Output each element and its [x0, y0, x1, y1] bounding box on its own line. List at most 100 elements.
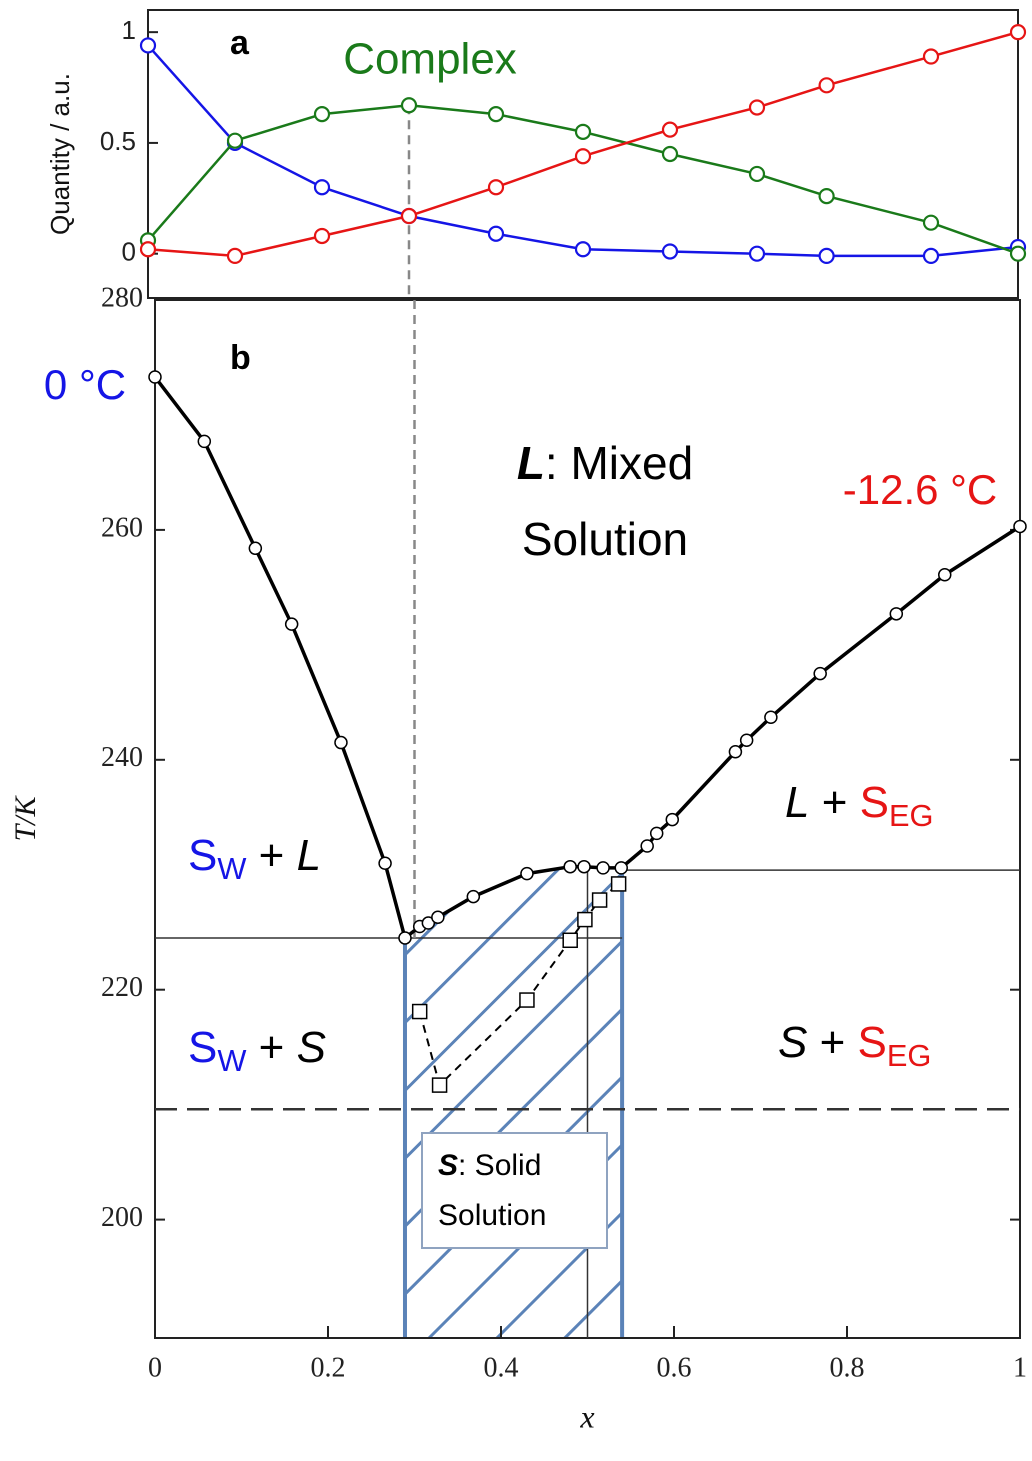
y-axis-label: Quantity / a.u.	[45, 73, 75, 235]
data-point	[313, 227, 331, 245]
annotation: L: Mixed	[517, 437, 693, 489]
data-point	[574, 123, 592, 140]
y-tick-label: 240	[101, 742, 143, 773]
data-point	[411, 1003, 428, 1020]
annotation-text: Solution	[522, 513, 688, 565]
annotation: L + SEG	[785, 778, 934, 834]
data-point	[748, 165, 766, 183]
data-point	[431, 910, 445, 925]
data-point	[922, 48, 940, 65]
data-point	[661, 121, 679, 138]
annotation: -12.6 °C	[843, 466, 998, 513]
data-point	[378, 856, 392, 871]
annotation-text: L	[785, 778, 809, 827]
data-point	[614, 861, 628, 875]
data-point	[596, 861, 610, 875]
data-point	[813, 666, 827, 681]
data-point	[487, 225, 505, 242]
data-point	[1009, 24, 1027, 41]
annotation-text: S	[858, 1018, 887, 1067]
data-point	[313, 106, 331, 123]
annotation-text: EG	[887, 1038, 932, 1073]
annotation-text: +	[246, 831, 296, 880]
data-point	[1009, 245, 1027, 262]
x-tick-label: 0	[148, 1352, 162, 1383]
data-point	[889, 607, 904, 621]
x-tick-label: 1	[1013, 1352, 1027, 1383]
y-tick-label: 1	[122, 15, 136, 45]
annotation-text: S	[778, 1018, 807, 1067]
data-point	[577, 859, 591, 874]
data-point	[1013, 519, 1027, 534]
annotation-box	[421, 1132, 608, 1249]
data-point	[466, 889, 481, 904]
annotation: S: Solid	[438, 1149, 541, 1182]
x-tick-label: 0.2	[311, 1352, 346, 1383]
data-point	[574, 241, 592, 258]
data-point	[400, 207, 418, 225]
data-point	[574, 148, 592, 165]
annotation-text: S	[188, 1023, 217, 1072]
annotation: SW + L	[188, 831, 321, 887]
data-point	[937, 567, 952, 582]
data-point	[739, 733, 754, 748]
data-point	[922, 214, 940, 231]
data-point	[519, 992, 535, 1008]
annotation: b	[230, 339, 251, 377]
annotation-text: EG	[889, 798, 934, 833]
data-point	[818, 187, 835, 205]
data-point	[487, 179, 505, 196]
data-point	[748, 99, 766, 116]
data-point	[139, 37, 157, 54]
data-point	[591, 892, 608, 908]
data-point	[748, 245, 766, 262]
y-tick-label: 280	[101, 282, 143, 313]
data-point	[139, 241, 157, 258]
series-line	[147, 30, 1019, 258]
data-point	[728, 745, 743, 759]
data-point	[400, 97, 418, 114]
data-point	[248, 541, 263, 556]
data-point	[818, 247, 835, 265]
data-point	[487, 106, 505, 123]
data-point	[649, 826, 664, 841]
y-tick-label: 0.5	[100, 126, 136, 156]
data-point	[334, 735, 348, 750]
data-point	[226, 132, 244, 149]
annotation-text: L	[297, 831, 321, 880]
annotation-text: Solution	[438, 1199, 546, 1232]
annotation: 0 °C	[44, 361, 126, 408]
annotation-text: a	[230, 24, 250, 62]
annotation-text: 0 °C	[44, 361, 126, 408]
annotation: Solution	[522, 513, 688, 565]
annotation-text: S	[297, 1023, 326, 1072]
annotation-text: +	[809, 778, 859, 827]
data-point	[431, 1077, 448, 1093]
y-axis-label: T/K	[9, 794, 42, 841]
x-axis-label: x	[579, 1398, 594, 1434]
data-point	[562, 932, 578, 949]
data-point	[640, 839, 654, 853]
data-point	[665, 812, 680, 827]
y-tick-label: 200	[101, 1202, 143, 1233]
data-point	[764, 710, 778, 725]
data-point	[577, 911, 593, 928]
plot-frame	[147, 9, 1019, 299]
annotation: S + SEG	[778, 1018, 931, 1074]
data-point	[197, 434, 212, 449]
data-point	[520, 866, 534, 881]
data-point	[563, 859, 577, 874]
data-point	[284, 617, 299, 631]
annotation-text: L	[517, 437, 545, 489]
data-point	[226, 247, 244, 265]
annotation-text: : Mixed	[545, 437, 693, 489]
data-point	[313, 179, 331, 196]
annotation-text: S	[860, 778, 889, 827]
annotation-text: b	[230, 339, 251, 377]
y-tick-label: 260	[101, 512, 143, 543]
data-point	[818, 77, 835, 94]
data-point	[661, 243, 679, 260]
y-tick-label: 220	[101, 972, 143, 1003]
annotation-text: S	[438, 1149, 458, 1182]
